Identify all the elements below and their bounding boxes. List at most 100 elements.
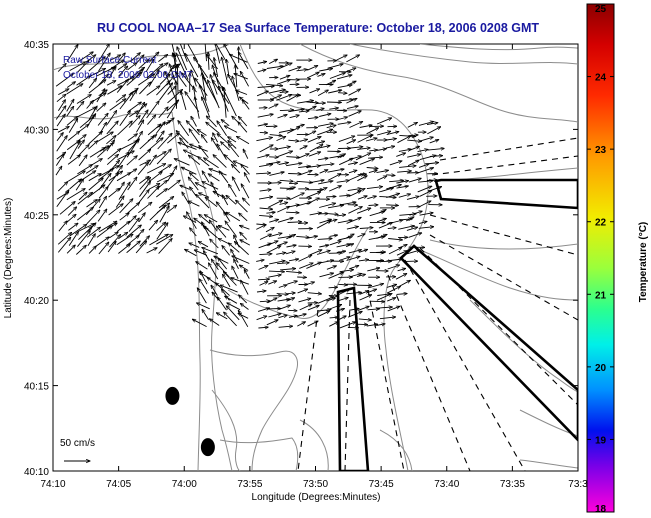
current-vector: [240, 232, 248, 240]
current-vector: [240, 226, 250, 230]
current-vector: [166, 103, 177, 119]
current-vector: [88, 131, 103, 145]
current-vector: [174, 159, 190, 166]
y-tick-label: 40:35: [24, 40, 49, 51]
current-vector: [327, 169, 344, 173]
current-vector: [189, 173, 199, 182]
current-vector: [259, 132, 268, 133]
current-vector: [427, 148, 445, 150]
current-vector: [376, 307, 392, 308]
current-vector: [268, 90, 285, 94]
current-vector: [158, 107, 168, 119]
current-vector: [59, 202, 75, 215]
current-vector: [279, 92, 289, 93]
current-vector: [286, 245, 297, 247]
current-vector: [69, 179, 82, 190]
current-vector: [398, 226, 414, 230]
current-vector: [241, 280, 249, 295]
current-vector: [66, 45, 78, 63]
current-vector: [326, 298, 335, 302]
current-vector: [202, 248, 219, 255]
current-vector: [67, 131, 80, 141]
current-vector: [337, 215, 346, 216]
current-vector: [396, 181, 408, 184]
current-vector: [139, 177, 151, 190]
current-vector: [146, 101, 160, 119]
current-vector: [265, 227, 274, 233]
current-vector: [55, 166, 62, 176]
current-vector: [277, 263, 289, 264]
current-vector: [165, 72, 178, 103]
current-vector: [96, 67, 115, 77]
y-tick-label: 40:15: [24, 382, 49, 393]
current-vector: [385, 146, 395, 148]
current-vector: [308, 131, 316, 135]
current-vector: [338, 257, 350, 261]
current-vector: [367, 284, 384, 289]
current-vector: [306, 166, 320, 168]
current-vector: [306, 262, 321, 269]
current-vector: [338, 99, 354, 101]
current-vector: [338, 237, 352, 241]
current-vector: [116, 173, 131, 182]
current-vector: [286, 95, 299, 102]
current-vector: [317, 123, 333, 127]
current-vector: [99, 166, 119, 177]
current-vector: [75, 179, 84, 191]
current-vector: [376, 218, 386, 223]
current-vector: [257, 86, 275, 87]
current-vector: [288, 67, 302, 72]
inset-label-product: Raw Surface Current: [63, 55, 157, 66]
colorbar-tick-label: 19: [595, 435, 607, 446]
current-vector: [88, 57, 105, 72]
y-tick-label: 40:20: [24, 296, 49, 307]
current-vector: [211, 285, 218, 296]
current-vector: [241, 184, 250, 199]
current-vector: [269, 95, 281, 101]
current-vector: [156, 152, 166, 158]
current-vector: [367, 309, 380, 310]
current-vector: [188, 155, 201, 165]
current-vector: [266, 320, 278, 326]
current-vector: [386, 286, 400, 294]
current-vector: [238, 52, 249, 70]
current-vector: [146, 64, 163, 79]
current-vector: [376, 252, 386, 253]
current-vector: [309, 213, 322, 216]
current-vector: [419, 201, 431, 207]
current-vector: [368, 157, 383, 158]
current-vector: [137, 74, 155, 86]
current-vector: [108, 188, 120, 198]
current-vector: [107, 86, 122, 95]
current-vector: [118, 66, 128, 77]
current-vector: [167, 133, 179, 144]
current-vector: [429, 140, 439, 144]
current-vector: [156, 131, 164, 143]
current-vector: [398, 194, 411, 198]
current-vector: [266, 162, 280, 165]
current-vector: [208, 80, 220, 109]
current-vector: [337, 298, 348, 302]
current-vector: [265, 84, 283, 85]
current-vector: [98, 173, 111, 191]
current-vector: [326, 266, 337, 270]
current-vector: [319, 69, 332, 72]
current-vector: [287, 222, 302, 223]
current-vector: [307, 66, 318, 71]
current-vector: [176, 53, 189, 80]
current-vector: [328, 287, 338, 288]
current-vector: [379, 317, 396, 319]
station-marker: [200, 438, 215, 457]
current-vector: [86, 100, 94, 109]
current-vector: [227, 303, 241, 311]
current-vector: [279, 269, 296, 270]
current-vector: [317, 239, 332, 240]
x-tick-label: 73:55: [237, 479, 262, 490]
current-vector: [286, 212, 299, 213]
current-vector: [76, 107, 96, 118]
current-vector: [407, 160, 419, 167]
current-vector: [369, 211, 385, 217]
current-vector: [206, 116, 217, 128]
current-vector: [299, 171, 312, 176]
